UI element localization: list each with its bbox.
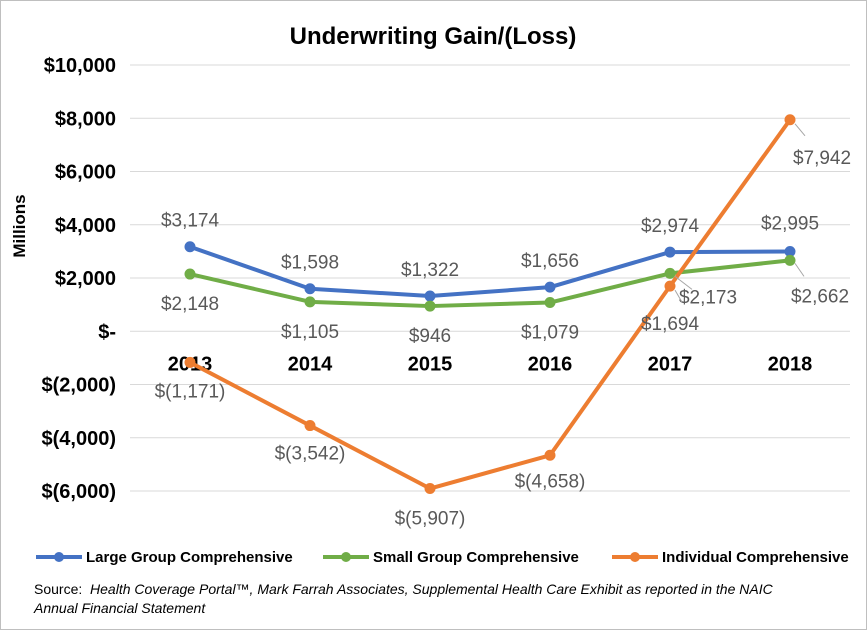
x-tick-label: 2017 <box>648 353 693 375</box>
data-point <box>424 300 436 312</box>
data-label: $2,662 <box>791 286 849 307</box>
data-label: $946 <box>409 326 451 347</box>
data-point <box>304 296 316 308</box>
data-label: $7,942 <box>793 148 851 169</box>
data-label: $1,656 <box>521 251 579 272</box>
leader-line <box>794 123 806 137</box>
legend-swatch-marker <box>54 552 64 562</box>
x-tick-label: 2014 <box>288 353 333 375</box>
x-axis-ticks: 201320142015201620172018 <box>168 353 813 375</box>
series-lines <box>184 114 796 495</box>
y-tick-label: $- <box>98 321 116 343</box>
data-point <box>304 283 316 295</box>
chart-title: Underwriting Gain/(Loss) <box>290 23 577 50</box>
data-label: $2,148 <box>161 294 219 315</box>
data-point <box>784 254 796 266</box>
data-point <box>664 267 676 279</box>
y-axis-label: Millions <box>10 194 29 257</box>
x-tick-label: 2018 <box>768 353 813 375</box>
data-label: $1,322 <box>401 260 459 281</box>
data-label: $(5,907) <box>395 509 466 530</box>
series-line <box>189 118 792 491</box>
source-text-line2: Annual Financial Statement <box>34 600 206 616</box>
data-label: $(4,658) <box>515 471 586 492</box>
data-point <box>664 280 676 292</box>
y-axis-ticks: $10,000 $8,000 $6,000 $4,000 $2,000 $- $(2,000… <box>42 55 117 503</box>
data-label: $1,105 <box>281 322 339 343</box>
legend-label: Small Group Comprehensive <box>373 549 579 566</box>
data-point <box>544 281 556 293</box>
y-tick-label: $10,000 <box>44 55 116 77</box>
leader-line <box>794 263 805 277</box>
data-point <box>664 246 676 258</box>
legend-swatch-marker <box>630 552 640 562</box>
source-prefix: Source: <box>34 581 83 597</box>
legend-label: Large Group Comprehensive <box>86 549 293 566</box>
data-label: $(3,542) <box>275 444 346 465</box>
legend: Large Group Comprehensive Small Group Com… <box>36 549 849 566</box>
y-tick-label: $8,000 <box>55 108 116 130</box>
data-label: $(1,171) <box>155 381 226 402</box>
data-label: $2,173 <box>679 287 737 308</box>
legend-label: Individual Comprehensive <box>662 549 849 566</box>
data-point <box>184 268 196 280</box>
data-label: $3,174 <box>161 211 220 232</box>
x-tick-label: 2016 <box>528 353 573 375</box>
data-point <box>784 114 796 126</box>
legend-swatch-marker <box>341 552 351 562</box>
leader-line <box>674 289 683 303</box>
data-point <box>424 483 436 495</box>
data-labels: $3,174 $1,598 $1,322 $1,656 $2,974 $2,995 $2,1… <box>155 123 851 530</box>
source-text-line1: Health Coverage Portal™, Mark Farrah Ass… <box>90 581 773 597</box>
y-tick-label: $(4,000) <box>42 428 117 450</box>
y-tick-label: $(2,000) <box>42 375 117 397</box>
data-label: $1,079 <box>521 323 579 344</box>
data-label: $2,974 <box>641 216 700 237</box>
gridlines <box>130 64 850 492</box>
series-line <box>189 258 791 309</box>
source-note: Source: Health Coverage Portal™, Mark Fa… <box>34 580 834 618</box>
data-point <box>544 449 556 461</box>
x-tick-label: 2015 <box>408 353 453 375</box>
data-label: $1,694 <box>641 314 700 335</box>
leader-line <box>674 275 693 290</box>
y-tick-label: $4,000 <box>55 215 116 237</box>
data-point <box>184 241 196 253</box>
data-label: $1,598 <box>281 253 339 274</box>
data-label: $2,995 <box>761 214 819 235</box>
data-point <box>544 297 556 309</box>
y-tick-label: $6,000 <box>55 162 116 184</box>
data-point <box>184 356 196 368</box>
y-tick-label: $2,000 <box>55 268 116 290</box>
data-point <box>304 420 316 432</box>
series-line <box>189 244 791 299</box>
y-tick-label: $(6,000) <box>42 481 117 503</box>
data-point <box>424 290 436 302</box>
